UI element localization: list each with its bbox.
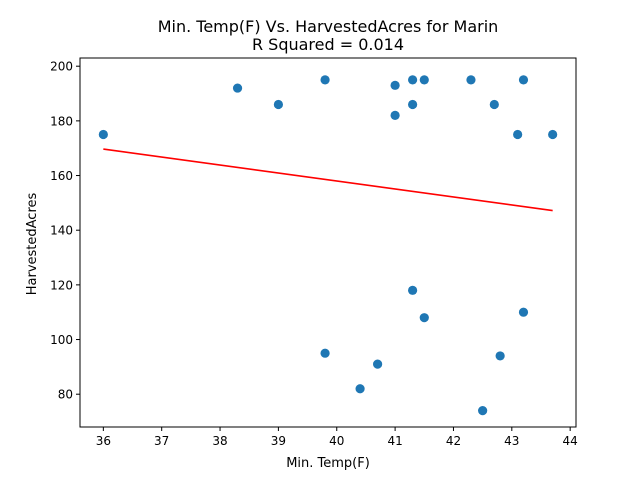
x-tick-label: 42 <box>446 434 461 448</box>
y-tick-label: 80 <box>58 388 73 402</box>
scatter-point <box>373 359 383 369</box>
x-tick-label: 38 <box>212 434 227 448</box>
x-axis-label: Min. Temp(F) <box>286 456 370 471</box>
chart-subtitle: R Squared = 0.014 <box>252 35 404 54</box>
scatter-point <box>419 313 429 323</box>
scatter-point <box>408 99 418 110</box>
scatter-point <box>513 129 523 140</box>
scatter-point <box>489 99 499 110</box>
scatter-point <box>98 129 108 140</box>
scatter-point <box>466 75 476 85</box>
scatter-point <box>390 80 400 90</box>
y-tick-label: 100 <box>50 333 73 347</box>
x-tick-label: 40 <box>329 434 344 448</box>
y-tick-label: 160 <box>50 169 73 183</box>
x-tick-label: 39 <box>271 434 286 448</box>
y-tick-label: 180 <box>50 114 73 128</box>
scatter-point <box>320 348 330 358</box>
axes-frame <box>79 57 577 428</box>
y-axis-label: HarvestedAcres <box>25 193 40 296</box>
y-tick-label: 120 <box>50 278 73 292</box>
scatter-point <box>478 406 488 416</box>
regression-line <box>103 148 553 212</box>
x-tick-label: 43 <box>504 434 519 448</box>
scatter-point <box>232 83 243 93</box>
y-tick-label: 140 <box>50 224 73 238</box>
plot-area: 36 37 38 39 40 41 42 43 44 80 100 120 140 160 180 200 <box>50 57 578 448</box>
x-tick-label: 44 <box>563 434 578 448</box>
scatter-point <box>355 384 365 394</box>
x-tick-label: 36 <box>96 434 111 448</box>
scatter-point <box>273 99 283 110</box>
scatter-point <box>408 285 418 295</box>
scatter-point <box>495 351 505 361</box>
x-tick-label: 41 <box>387 434 402 448</box>
x-tick-label: 37 <box>154 434 169 448</box>
scatter-point <box>548 129 558 140</box>
scatter-point <box>320 75 330 85</box>
scatter-point <box>518 307 529 317</box>
chart-title: Min. Temp(F) Vs. HarvestedAcres for Mari… <box>158 17 499 36</box>
scatter-point <box>518 75 529 85</box>
scatter-point <box>419 75 429 85</box>
y-tick-label: 200 <box>50 60 73 74</box>
scatter-point <box>390 110 400 120</box>
scatter-point <box>408 75 418 85</box>
